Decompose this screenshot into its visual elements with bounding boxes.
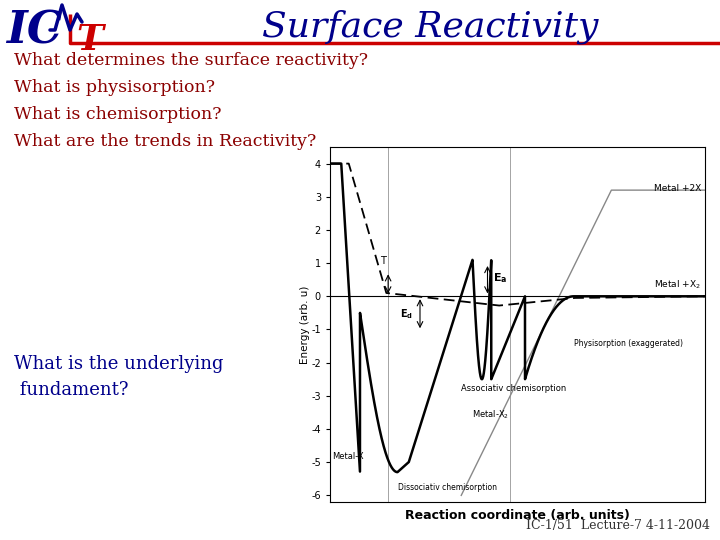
Text: Associativ chemisorption: Associativ chemisorption [462, 384, 567, 393]
Text: T: T [379, 256, 385, 266]
Text: Physisorption (exaggerated): Physisorption (exaggerated) [574, 340, 683, 348]
Y-axis label: Energy (arb. u): Energy (arb. u) [300, 285, 310, 363]
Text: Metal-X: Metal-X [332, 452, 364, 461]
Text: What is physisorption?: What is physisorption? [14, 79, 215, 96]
Text: What is the underlying
 fundament?: What is the underlying fundament? [14, 355, 223, 400]
Text: Metal $+$X$_2$: Metal $+$X$_2$ [654, 279, 701, 291]
Text: $\mathbf{E_a}$: $\mathbf{E_a}$ [493, 271, 508, 285]
Text: $\mathbf{E_d}$: $\mathbf{E_d}$ [400, 308, 413, 321]
Text: Dissociativ chemisorption: Dissociativ chemisorption [397, 483, 497, 492]
X-axis label: Reaction coordinate (arb. units): Reaction coordinate (arb. units) [405, 509, 630, 522]
Text: T: T [76, 23, 103, 57]
Text: Metal +2X: Metal +2X [654, 184, 701, 193]
Text: What determines the surface reactivity?: What determines the surface reactivity? [14, 52, 368, 69]
Text: IC-1/51  Lecture-7 4-11-2004: IC-1/51 Lecture-7 4-11-2004 [526, 519, 710, 532]
Text: IC: IC [6, 10, 62, 53]
Text: Surface Reactivity: Surface Reactivity [262, 10, 598, 44]
Text: Metal-X$_2$: Metal-X$_2$ [472, 408, 510, 421]
Text: What are the trends in Reactivity?: What are the trends in Reactivity? [14, 133, 316, 150]
Text: What is chemisorption?: What is chemisorption? [14, 106, 222, 123]
